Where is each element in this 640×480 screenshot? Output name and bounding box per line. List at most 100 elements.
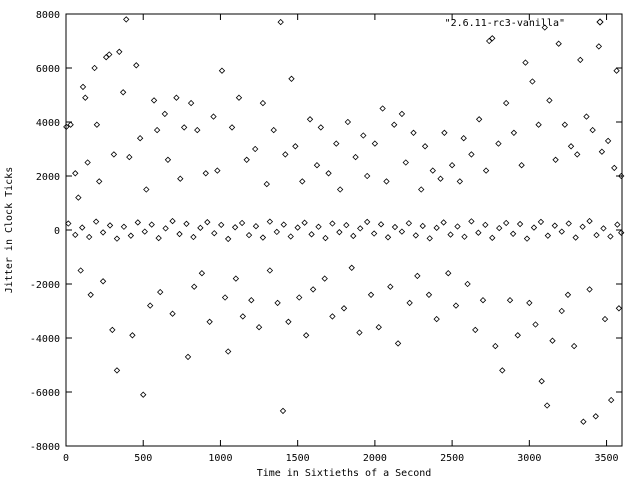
data-point-54 xyxy=(248,297,255,304)
band-point-47 xyxy=(391,223,399,231)
band-point-37 xyxy=(322,234,329,242)
band-point-72 xyxy=(565,220,572,227)
data-point-80 xyxy=(340,305,348,312)
data-point-30 xyxy=(157,288,164,296)
data-point-155 xyxy=(604,137,612,145)
band-point-1 xyxy=(72,231,79,239)
band-point-58 xyxy=(468,218,475,225)
band-point-28 xyxy=(259,234,267,241)
data-point-99 xyxy=(414,272,421,280)
data-point-101 xyxy=(421,143,429,150)
data-point-158 xyxy=(613,67,620,74)
data-point-23 xyxy=(133,62,140,69)
band-point-63 xyxy=(503,219,510,227)
band-point-27 xyxy=(252,223,260,230)
band-point-34 xyxy=(301,219,308,226)
data-point-7 xyxy=(84,159,91,166)
band-point-46 xyxy=(384,234,392,241)
data-point-82 xyxy=(348,264,355,271)
data-point-89 xyxy=(375,324,382,331)
data-point-72 xyxy=(309,286,317,293)
data-point-14 xyxy=(106,51,113,58)
data-point-79 xyxy=(336,186,344,193)
data-point-73 xyxy=(313,162,321,169)
y-tick-label-4: 0 xyxy=(54,226,60,237)
band-point-57 xyxy=(461,233,468,240)
data-point-138 xyxy=(552,156,559,163)
data-point-36 xyxy=(180,124,188,131)
data-point-133 xyxy=(538,378,545,385)
band-point-80 xyxy=(618,229,625,236)
data-point-143 xyxy=(567,143,575,150)
data-point-148 xyxy=(583,113,590,120)
data-point-20 xyxy=(123,16,130,23)
y-tick-label-5: 2000 xyxy=(36,172,60,183)
plot-area-frame xyxy=(65,13,623,447)
band-point-41 xyxy=(350,232,357,240)
legend-marker xyxy=(596,18,604,26)
data-point-4 xyxy=(77,267,84,274)
band-point-69 xyxy=(544,232,552,239)
data-point-71 xyxy=(306,116,314,123)
axis-tick-labels: 0 500 1000 1500 2000 2500 3000 3500 -8000 -6000 -4… xyxy=(30,10,619,464)
band-point-17 xyxy=(183,220,190,227)
data-point-129 xyxy=(526,299,533,307)
data-point-47 xyxy=(221,294,229,301)
band-point-19 xyxy=(197,224,204,232)
data-point-59 xyxy=(266,267,274,274)
data-point-38 xyxy=(187,99,195,107)
data-point-52 xyxy=(239,313,247,320)
data-point-11 xyxy=(96,178,103,185)
data-point-97 xyxy=(406,299,413,307)
data-point-57 xyxy=(259,99,267,107)
data-point-106 xyxy=(441,129,448,136)
band-point-11 xyxy=(141,228,148,235)
data-point-2 xyxy=(72,170,79,177)
data-point-77 xyxy=(329,313,336,320)
band-point-64 xyxy=(509,230,517,237)
data-point-28 xyxy=(150,97,158,104)
data-point-74 xyxy=(317,124,324,131)
x-tick-label-7: 3500 xyxy=(595,453,619,464)
data-point-137 xyxy=(549,337,556,344)
data-point-69 xyxy=(299,178,306,185)
data-point-53 xyxy=(243,156,250,163)
data-point-26 xyxy=(143,186,150,193)
data-point-66 xyxy=(288,75,295,82)
band-point-76 xyxy=(593,231,600,239)
data-point-50 xyxy=(232,275,240,282)
data-point-5 xyxy=(79,83,87,91)
data-point-130 xyxy=(529,78,536,85)
data-point-18 xyxy=(116,48,123,55)
legend-label: "2.6.11-rc3-vanilla" xyxy=(445,18,565,29)
band-point-50 xyxy=(412,232,419,239)
data-point-93 xyxy=(391,121,398,128)
data-point-88 xyxy=(371,140,379,147)
data-point-118 xyxy=(486,37,493,45)
data-point-120 xyxy=(492,342,499,350)
data-point-142 xyxy=(564,291,572,298)
data-point-61 xyxy=(274,299,281,307)
band-point-77 xyxy=(600,225,607,232)
data-point-6 xyxy=(82,94,89,101)
data-point-8 xyxy=(87,291,94,298)
data-point-131 xyxy=(532,321,539,328)
band-point-48 xyxy=(398,228,406,235)
band-point-55 xyxy=(447,231,454,238)
band-point-68 xyxy=(537,218,545,226)
data-point-117 xyxy=(482,167,490,174)
data-point-29 xyxy=(153,126,161,134)
data-point-25 xyxy=(140,391,147,398)
band-point-6 xyxy=(106,222,114,229)
data-point-17 xyxy=(113,367,121,374)
data-point-9 xyxy=(91,64,98,72)
data-point-75 xyxy=(321,275,328,282)
data-point-123 xyxy=(503,99,510,107)
data-point-92 xyxy=(387,283,394,290)
y-tick-label-6: 4000 xyxy=(36,118,60,129)
band-point-52 xyxy=(426,235,433,242)
data-point-24 xyxy=(136,135,144,142)
data-point-16 xyxy=(110,151,118,158)
band-point-7 xyxy=(113,235,121,242)
